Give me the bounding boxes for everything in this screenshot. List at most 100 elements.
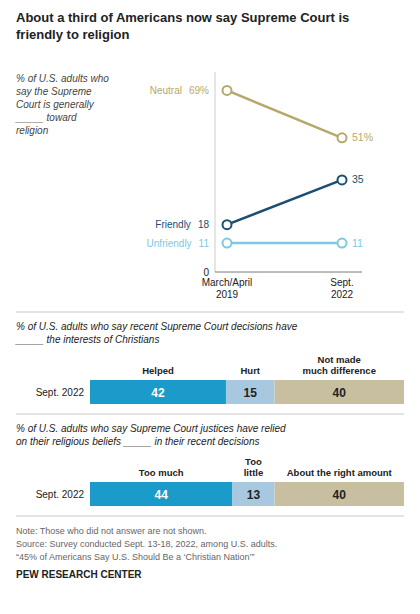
- text-line: much difference: [303, 365, 376, 376]
- text-line: 69%: [189, 85, 209, 96]
- data-label: 18: [198, 219, 210, 230]
- text-line: 44: [155, 488, 169, 502]
- text-line: About a third of Americans now say Supre…: [16, 10, 349, 25]
- separator: [16, 312, 404, 313]
- text-line: Sept. 2022: [36, 489, 85, 500]
- series-label: Friendly: [155, 219, 191, 230]
- text-line: Sept.: [330, 277, 353, 288]
- data-label: 13: [247, 488, 261, 502]
- series-line: [227, 90, 342, 137]
- data-label: 11: [352, 237, 363, 249]
- series-line: [227, 180, 342, 225]
- subtitle: % of U.S. adults who say Supreme Court j…: [16, 423, 286, 447]
- point-marker: [223, 239, 232, 248]
- text-line: Unfriendly: [147, 238, 192, 249]
- x-tick-label: Sept.2022: [330, 277, 353, 300]
- text-line: religion: [16, 125, 49, 136]
- text-line: friendly to religion: [16, 27, 129, 42]
- note: Note: Those who did not answer are not s…: [16, 526, 206, 536]
- subtitle: % of U.S. adults who say recent Supreme …: [15, 321, 298, 345]
- text-line: Not made: [318, 354, 361, 365]
- segment-header: Hurt: [240, 365, 260, 376]
- text-line: say the Supreme: [16, 86, 92, 97]
- text-line: 42: [151, 386, 165, 400]
- text-line: 11: [352, 237, 363, 249]
- y-tick-line: [215, 272, 362, 273]
- point-marker: [338, 239, 347, 248]
- segment-header: Toolittle: [244, 456, 264, 478]
- text-line: 51%: [352, 131, 373, 143]
- text-line: 2022: [331, 289, 354, 300]
- bar-segment: [90, 380, 226, 404]
- point-marker: [223, 86, 232, 95]
- text-line: 40: [333, 488, 347, 502]
- text-line: March/April: [202, 277, 253, 288]
- separator: [16, 414, 404, 415]
- data-label: 40: [333, 386, 347, 400]
- series-label: Unfriendly: [147, 238, 192, 249]
- text-line: 13: [247, 488, 261, 502]
- title: About a third of Americans now say Supre…: [16, 10, 349, 42]
- text-line: PEW RESEARCH CENTER: [16, 569, 142, 580]
- series-label: Neutral: [150, 85, 182, 96]
- data-label: 51%: [352, 131, 373, 143]
- text-line: % of U.S. adults who say Supreme Court j…: [16, 423, 286, 434]
- x-tick-label: March/April2019: [202, 277, 253, 300]
- text-line: Too much: [139, 467, 184, 478]
- text-line: 2019: [216, 289, 239, 300]
- bar-segment: [275, 380, 404, 404]
- series-line: [227, 242, 342, 245]
- text-line: _____ toward: [15, 112, 77, 123]
- note: “45% of Americans Say U.S. Should Be a ‘…: [16, 552, 255, 562]
- segment-header: Helped: [142, 365, 174, 376]
- point-marker: [338, 175, 347, 184]
- point-marker: [338, 133, 347, 142]
- text-line: Too: [245, 456, 262, 467]
- text-line: _____ the interests of Christians: [15, 334, 159, 345]
- data-label: 35: [352, 173, 364, 185]
- segment-header: Too much: [139, 467, 184, 478]
- bar-segment: [226, 380, 275, 404]
- y-tick-label: 0: [203, 267, 209, 278]
- text-line: Hurt: [240, 365, 260, 376]
- point-marker: [223, 220, 232, 229]
- text-line: Friendly: [155, 219, 191, 230]
- text-line: Source: Survey conducted Sept. 13-18, 20…: [16, 539, 277, 549]
- chart: About a third of Americans now say Supre…: [0, 0, 420, 614]
- text-line: 40: [333, 386, 347, 400]
- y-axis-line: [215, 72, 216, 272]
- text-line: % of U.S. adults who say recent Supreme …: [16, 321, 298, 332]
- text-line: Sept. 2022: [36, 387, 85, 398]
- data-label: 15: [244, 386, 258, 400]
- data-label: 11: [199, 238, 210, 249]
- category-label: Sept. 2022: [36, 387, 85, 398]
- text-line: 15: [244, 386, 258, 400]
- separator: [16, 516, 404, 517]
- text-line: Note: Those who did not answer are not s…: [16, 526, 206, 536]
- text-line: “45% of Americans Say U.S. Should Be a ‘…: [16, 552, 255, 562]
- data-label: 69%: [189, 85, 209, 96]
- text-line: 35: [352, 173, 364, 185]
- text-line: Neutral: [150, 85, 182, 96]
- text-line: little: [244, 467, 264, 478]
- text-line: on their religious beliefs _____ in thei…: [16, 436, 259, 447]
- segment-header: About the right amount: [287, 467, 393, 478]
- data-label: 44: [155, 488, 169, 502]
- plot-area: [223, 86, 347, 248]
- data-label: 40: [333, 488, 347, 502]
- data-label: 42: [151, 386, 165, 400]
- text-line: 0: [203, 267, 209, 278]
- segment-header: Not mademuch difference: [303, 354, 376, 376]
- text-line: Helped: [142, 365, 174, 376]
- text-line: Court is generally: [16, 99, 95, 110]
- text-line: About the right amount: [287, 467, 393, 478]
- subtitle: % of U.S. adults who say the Supreme Court…: [15, 73, 109, 136]
- text-line: 11: [199, 238, 210, 249]
- bars: [90, 482, 404, 506]
- category-label: Sept. 2022: [36, 489, 85, 500]
- bar-segment: [275, 482, 404, 506]
- note: PEW RESEARCH CENTER: [16, 569, 142, 580]
- bar-segment: [90, 482, 232, 506]
- text-line: 18: [198, 219, 210, 230]
- text-line: % of U.S. adults who: [16, 73, 109, 84]
